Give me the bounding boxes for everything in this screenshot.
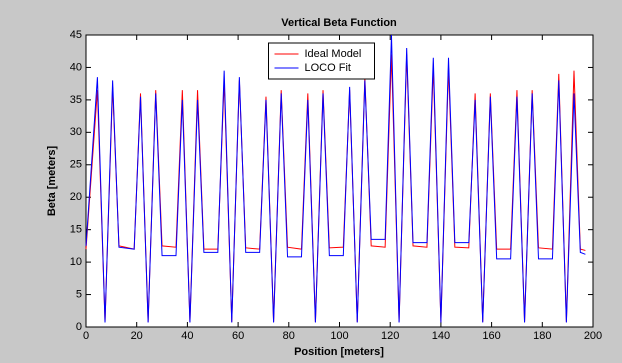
y-tick-label: 0 — [76, 321, 82, 333]
plot-area — [85, 34, 594, 328]
x-tick-label: 200 — [584, 330, 602, 342]
x-axis-label: Position [meters] — [294, 346, 384, 358]
y-tick-label: 25 — [70, 159, 82, 171]
x-tick-label: 20 — [131, 330, 143, 342]
x-tick-label: 40 — [181, 330, 193, 342]
data-line — [85, 34, 586, 323]
x-tick-label: 160 — [482, 330, 500, 342]
x-tick-label: 60 — [232, 330, 244, 342]
legend-box — [268, 42, 375, 80]
y-tick-label: 30 — [70, 126, 82, 138]
y-axis-label: Beta [meters] — [46, 146, 58, 217]
x-tick-label: 0 — [83, 330, 89, 342]
x-tick-label: 180 — [533, 330, 551, 342]
legend-label: LOCO Fit — [305, 62, 351, 74]
chart-title: Vertical Beta Function — [281, 17, 397, 29]
x-tick-label: 140 — [432, 330, 450, 342]
x-tick-label: 100 — [330, 330, 348, 342]
y-tick-label: 5 — [76, 288, 82, 300]
x-tick-label: 80 — [283, 330, 295, 342]
legend-label: Ideal Model — [305, 48, 362, 60]
y-tick-label: 20 — [70, 191, 82, 203]
y-tick-label: 10 — [70, 256, 82, 268]
y-tick-label: 40 — [70, 61, 82, 73]
x-tick-label: 120 — [381, 330, 399, 342]
y-tick-label: 15 — [70, 224, 82, 236]
y-tick-label: 45 — [70, 29, 82, 41]
y-tick-label: 35 — [70, 94, 82, 106]
